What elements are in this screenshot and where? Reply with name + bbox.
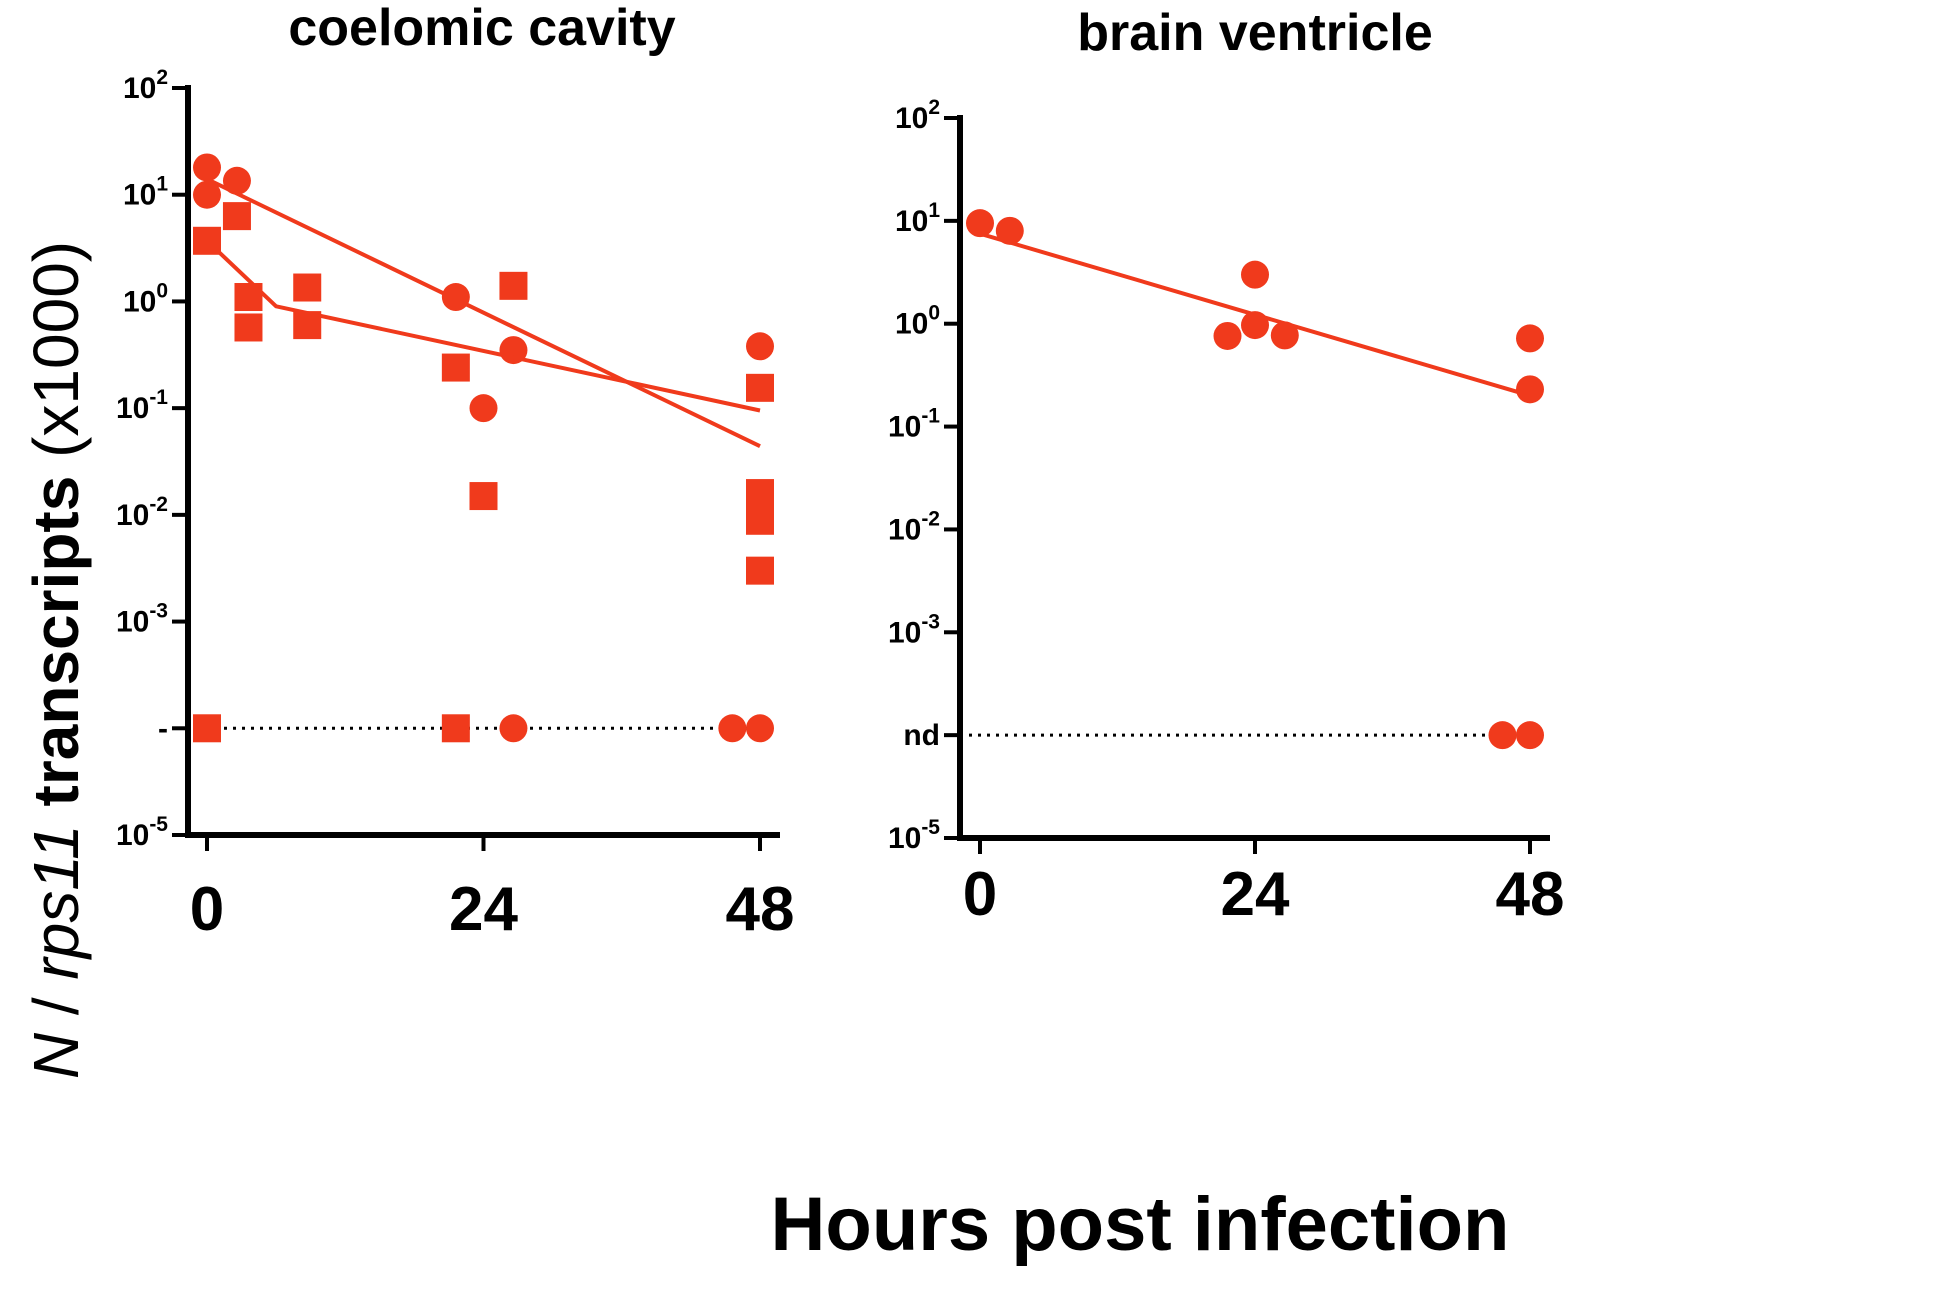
data-point-square bbox=[193, 714, 221, 743]
y-tick-label: 10-3 bbox=[888, 610, 940, 649]
y-tick-label: 10-1 bbox=[116, 386, 168, 425]
x-tick-label: 0 bbox=[963, 860, 997, 929]
data-point-square bbox=[293, 273, 322, 302]
data-point-circle bbox=[995, 216, 1024, 245]
data-point-circle bbox=[718, 714, 747, 743]
y-label-gene: rps11 bbox=[20, 824, 92, 979]
data-point-circle bbox=[499, 714, 528, 743]
x-tick-label: 24 bbox=[449, 875, 518, 944]
data-point-circle bbox=[1516, 375, 1544, 404]
panel-title: brain ventricle bbox=[1077, 4, 1432, 62]
data-point-circle bbox=[746, 332, 774, 361]
y-axis-label: N / rps11 transcripts (x1000) bbox=[20, 241, 92, 1079]
y-label-transcripts: transcripts bbox=[20, 458, 92, 824]
data-point-circle bbox=[966, 209, 994, 238]
data-point-square bbox=[499, 271, 528, 300]
x-tick-label: 0 bbox=[190, 875, 224, 944]
fit-line-squares bbox=[205, 239, 761, 413]
y-tick-label: 100 bbox=[123, 279, 168, 318]
y-label-n: N bbox=[20, 1032, 92, 1079]
data-point-circle bbox=[1516, 324, 1544, 353]
panel-coelomic-cavity: coelomic cavity 102 101 100 10-1 10-2 10-3 - 10-… bbox=[116, 0, 795, 944]
y-tick-label: nd bbox=[903, 719, 940, 752]
data-point-circle bbox=[1516, 721, 1544, 750]
y-tick-label: 10-3 bbox=[116, 600, 168, 639]
data-point-square bbox=[234, 313, 263, 342]
data-point-square bbox=[469, 482, 498, 511]
x-tick-label: 48 bbox=[1496, 860, 1565, 929]
data-point-square bbox=[746, 373, 774, 402]
data-point-circle bbox=[746, 714, 774, 743]
y-label-scale: (x1000) bbox=[20, 241, 92, 458]
y-tick-label: 10-2 bbox=[888, 507, 940, 546]
y-tick-label: 102 bbox=[895, 96, 940, 135]
x-tick-label: 48 bbox=[726, 875, 795, 944]
data-point-square bbox=[222, 202, 251, 231]
data-point-square bbox=[441, 353, 470, 382]
data-point-circle bbox=[469, 394, 498, 423]
fit-line-circles bbox=[206, 177, 761, 449]
data-point-circle bbox=[1241, 260, 1269, 289]
y-tick-label: 10-1 bbox=[888, 405, 940, 444]
y-label-sep: / bbox=[20, 980, 92, 1033]
y-tick-label: - bbox=[158, 712, 168, 745]
panel-brain-ventricle: brain ventricle 102 101 100 10-1 10-2 10-3 nd 10… bbox=[888, 4, 1565, 929]
data-point-circle bbox=[441, 283, 470, 312]
data-point-circle bbox=[1488, 721, 1517, 750]
y-tick-label: 10-5 bbox=[116, 813, 168, 852]
y-tick-label: 101 bbox=[123, 173, 168, 212]
data-point-square bbox=[234, 283, 263, 312]
data-point-square bbox=[193, 226, 221, 255]
x-tick-label: 24 bbox=[1221, 860, 1290, 929]
y-tick-label: 100 bbox=[895, 302, 940, 341]
data-point-circle bbox=[1270, 321, 1299, 350]
y-tick-label: 102 bbox=[123, 66, 168, 105]
y-tick-label: 10-2 bbox=[116, 493, 168, 532]
data-point-circle bbox=[193, 180, 221, 209]
data-point-circle bbox=[1241, 311, 1269, 340]
data-point-circle bbox=[193, 153, 221, 182]
data-point-square bbox=[746, 506, 774, 535]
y-tick-label: 10-5 bbox=[888, 816, 940, 855]
y-tick-label: 101 bbox=[895, 199, 940, 238]
data-point-circle bbox=[1213, 321, 1242, 350]
panel-title: coelomic cavity bbox=[288, 0, 675, 57]
x-axis-label: Hours post infection bbox=[771, 1182, 1510, 1267]
data-point-square bbox=[293, 311, 322, 340]
data-point-circle bbox=[222, 166, 251, 195]
data-point-square bbox=[746, 479, 774, 508]
data-point-square bbox=[441, 714, 470, 743]
data-point-square bbox=[746, 556, 774, 585]
